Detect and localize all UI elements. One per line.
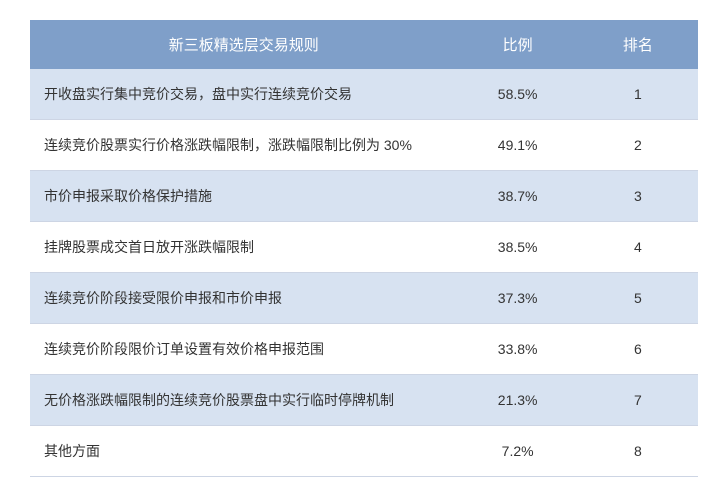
cell-rank: 6 — [578, 324, 698, 375]
cell-rank: 5 — [578, 273, 698, 324]
table-body: 开收盘实行集中竞价交易，盘中实行连续竞价交易 58.5% 1 连续竞价股票实行价… — [30, 69, 698, 477]
cell-ratio: 38.5% — [458, 222, 578, 273]
table-header: 新三板精选层交易规则 比例 排名 — [30, 20, 698, 69]
cell-ratio: 33.8% — [458, 324, 578, 375]
header-rank: 排名 — [578, 20, 698, 69]
cell-rank: 1 — [578, 69, 698, 120]
cell-rule: 挂牌股票成交首日放开涨跌幅限制 — [30, 222, 458, 273]
table-row: 挂牌股票成交首日放开涨跌幅限制 38.5% 4 — [30, 222, 698, 273]
cell-rule: 连续竞价股票实行价格涨跌幅限制，涨跌幅限制比例为 30% — [30, 120, 458, 171]
cell-ratio: 21.3% — [458, 375, 578, 426]
cell-rule: 连续竞价阶段限价订单设置有效价格申报范围 — [30, 324, 458, 375]
rules-table: 新三板精选层交易规则 比例 排名 开收盘实行集中竞价交易，盘中实行连续竞价交易 … — [30, 20, 698, 477]
cell-rule: 市价申报采取价格保护措施 — [30, 171, 458, 222]
table-row: 连续竞价股票实行价格涨跌幅限制，涨跌幅限制比例为 30% 49.1% 2 — [30, 120, 698, 171]
cell-ratio: 7.2% — [458, 426, 578, 477]
cell-rule: 其他方面 — [30, 426, 458, 477]
header-ratio: 比例 — [458, 20, 578, 69]
cell-rule: 开收盘实行集中竞价交易，盘中实行连续竞价交易 — [30, 69, 458, 120]
cell-rule: 无价格涨跌幅限制的连续竞价股票盘中实行临时停牌机制 — [30, 375, 458, 426]
cell-ratio: 37.3% — [458, 273, 578, 324]
cell-rank: 7 — [578, 375, 698, 426]
header-rule: 新三板精选层交易规则 — [30, 20, 458, 69]
cell-rank: 3 — [578, 171, 698, 222]
cell-rank: 2 — [578, 120, 698, 171]
table-row: 连续竞价阶段接受限价申报和市价申报 37.3% 5 — [30, 273, 698, 324]
table-row: 开收盘实行集中竞价交易，盘中实行连续竞价交易 58.5% 1 — [30, 69, 698, 120]
cell-rank: 8 — [578, 426, 698, 477]
cell-rule: 连续竞价阶段接受限价申报和市价申报 — [30, 273, 458, 324]
table-row: 连续竞价阶段限价订单设置有效价格申报范围 33.8% 6 — [30, 324, 698, 375]
cell-ratio: 58.5% — [458, 69, 578, 120]
cell-ratio: 38.7% — [458, 171, 578, 222]
cell-rank: 4 — [578, 222, 698, 273]
table-row: 市价申报采取价格保护措施 38.7% 3 — [30, 171, 698, 222]
table-row: 其他方面 7.2% 8 — [30, 426, 698, 477]
table-row: 无价格涨跌幅限制的连续竞价股票盘中实行临时停牌机制 21.3% 7 — [30, 375, 698, 426]
cell-ratio: 49.1% — [458, 120, 578, 171]
